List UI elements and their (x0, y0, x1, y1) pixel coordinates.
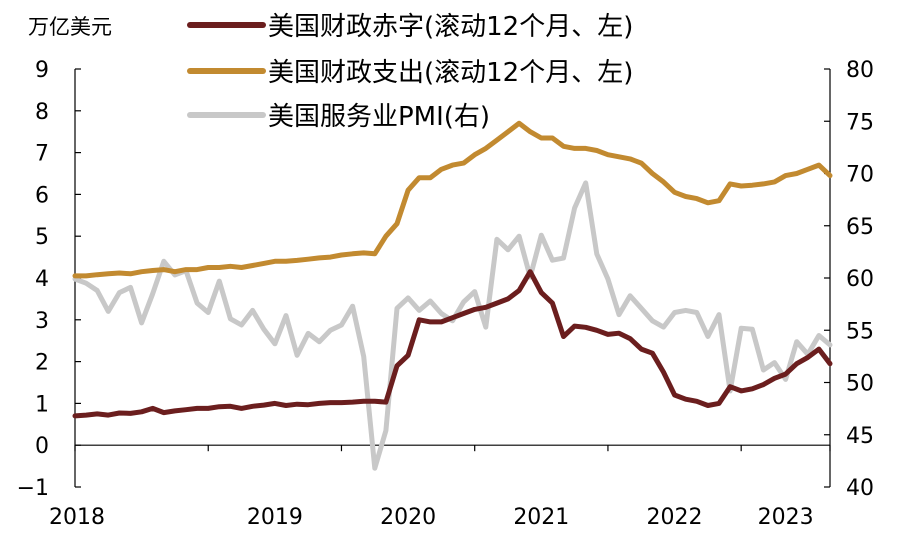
left-axis-tick-label: 8 (35, 100, 49, 125)
left-axis-tick-label: 3 (35, 309, 49, 334)
right-axis-tick-label: 50 (846, 372, 874, 397)
right-axis-tick-label: 75 (846, 110, 874, 135)
right-axis-tick-label: 40 (846, 476, 874, 501)
series-line-2 (72, 120, 833, 279)
legend-label-2: 美国财政支出(滚动12个月、左) (268, 58, 633, 88)
left-axis-unit-label: 万亿美元 (28, 15, 112, 39)
legend-label-3: 美国服务业PMI(右) (268, 102, 490, 132)
left-axis-tick-label: 5 (35, 225, 49, 250)
left-axis-tick-label: 7 (35, 142, 49, 167)
left-axis-tick-label: 4 (35, 267, 49, 292)
right-axis-tick-label: 65 (846, 215, 874, 240)
right-axis-tick-label: 80 (846, 58, 874, 83)
left-axis-tick-label: 1 (35, 392, 49, 417)
legend: 美国财政赤字(滚动12个月、左) 美国财政支出(滚动12个月、左) 美国服务业PMI… (187, 12, 633, 132)
x-axis-tick-label: 2023 (758, 505, 814, 530)
left-axis-tick-label: −1 (17, 476, 49, 501)
series-layer (72, 120, 833, 471)
series-line-3 (72, 180, 833, 471)
x-axis-tick-label: 2021 (513, 505, 569, 530)
right-axis-tick-label: 45 (846, 424, 874, 449)
x-axis-tick-label: 2018 (49, 505, 105, 530)
left-axis-tick-label: 0 (35, 434, 49, 459)
x-axis-tick-label: 2020 (380, 505, 436, 530)
series-line-1 (72, 269, 833, 419)
left-axis-tick-label: 6 (35, 183, 49, 208)
legend-label-1: 美国财政赤字(滚动12个月、左) (268, 12, 633, 42)
x-axis-tick-label: 2019 (247, 505, 303, 530)
right-axis-tick-label: 70 (846, 163, 874, 188)
left-axis-tick-label: 2 (35, 351, 49, 376)
x-axis-tick-label: 2022 (647, 505, 703, 530)
left-axis-tick-label: 9 (35, 58, 49, 83)
right-axis-tick-label: 60 (846, 267, 874, 292)
right-axis-tick-label: 55 (846, 319, 874, 344)
